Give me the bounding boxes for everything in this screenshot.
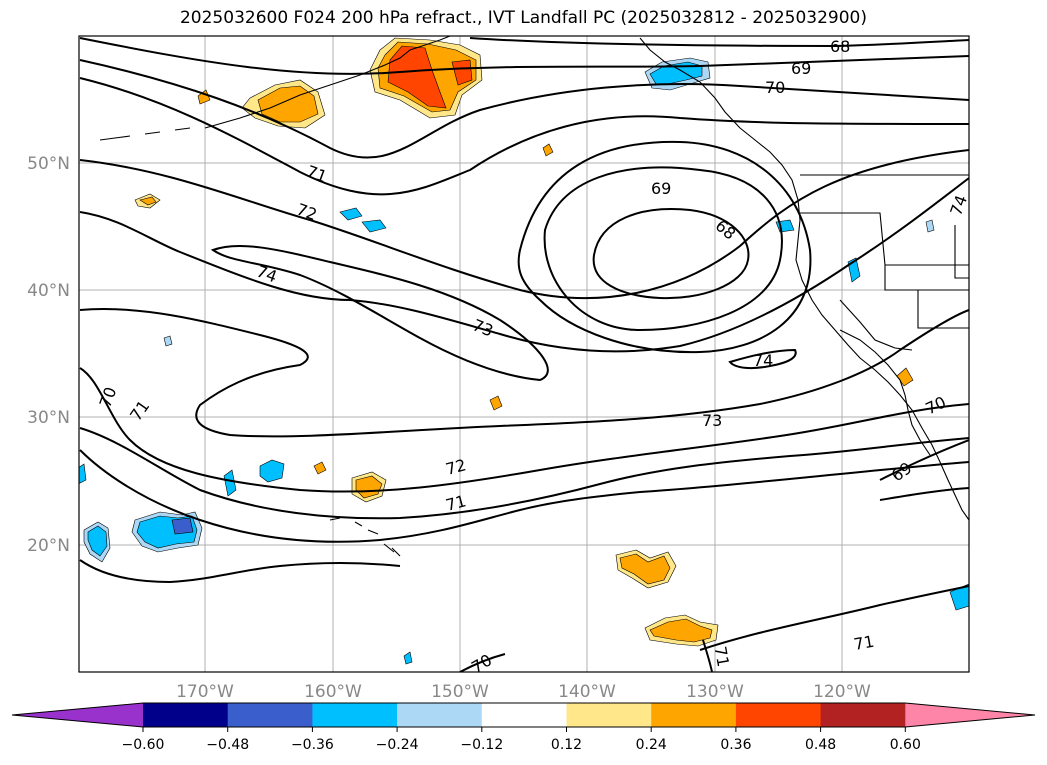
colorbar-segment (820, 703, 906, 727)
contour-69-top (79, 37, 969, 75)
lon-ticks: 170°W 160°W 150°W 140°W 130°W 120°W (176, 682, 871, 702)
colorbar-segment (12, 703, 143, 727)
contour-label: 71 (444, 491, 469, 515)
refractivity-contours (79, 37, 969, 672)
state-borders (800, 174, 969, 329)
contour-label: 72 (444, 455, 469, 479)
contour-71-upper (79, 77, 969, 196)
colorbar: −0.60 −0.48 −0.36 −0.24 −0.12 0.12 0.24 0.36 0.4… (11, 702, 1036, 753)
contour-74 (210, 244, 549, 382)
colorbar-tick-label: −0.48 (206, 737, 249, 753)
contour-73 (79, 177, 969, 353)
lon-tick-label: 120°W (813, 682, 871, 702)
colorbar-tick-label: −0.24 (376, 737, 419, 753)
colorbar-segment (143, 703, 229, 727)
colorbar-tick-label: 0.60 (890, 737, 921, 753)
colorbar-segment (566, 703, 652, 727)
lon-tick-label: 130°W (686, 682, 744, 702)
shaded-field (79, 37, 969, 665)
contour-71-lower (79, 427, 969, 520)
contour-74-east (728, 348, 797, 370)
contour-label-group: 68 69 70 71 72 74 69 68 73 74 73 70 71 7… (96, 37, 971, 677)
contour-label: 73 (702, 411, 722, 430)
colorbar-tick-label: 0.12 (551, 737, 582, 753)
lat-tick-label: 20°N (27, 536, 70, 556)
plot-title: 2025032600 F024 200 hPa refract., IVT La… (179, 8, 867, 28)
lon-tick-label: 150°W (431, 682, 489, 702)
contour-71-se (699, 585, 969, 651)
contour-69-sw (79, 559, 401, 584)
map-panel (79, 36, 969, 672)
colorbar-tick-label: 0.24 (636, 737, 667, 753)
contour-label: 69 (791, 59, 811, 78)
colorbar-tick-label: 0.48 (805, 737, 836, 753)
contour-label: 70 (468, 650, 495, 677)
contour-label: 71 (852, 632, 875, 654)
lat-tick-label: 30°N (27, 408, 70, 428)
colorbar-segment (227, 703, 313, 727)
contour-label: 74 (753, 351, 773, 370)
colorbar-tick-label: 0.36 (720, 737, 751, 753)
contour-69-se (879, 439, 969, 481)
hawaii-islands (329, 517, 401, 557)
colorbar-segment (905, 703, 1035, 727)
lat-tick-label: 50°N (27, 154, 70, 174)
contour-inner-69 (543, 166, 783, 332)
contour-70-top (79, 59, 969, 159)
contour-70-bottom (459, 653, 506, 672)
map-border (78, 35, 970, 673)
contour-68-top (469, 37, 969, 48)
colorbar-segment (397, 703, 483, 727)
contour-southwest-73 (79, 308, 969, 438)
contour-label: 74 (946, 193, 971, 219)
colorbar-segment (651, 703, 737, 727)
lon-tick-label: 160°W (304, 682, 362, 702)
contour-label: 68 (830, 37, 850, 56)
colorbar-segment (312, 703, 398, 727)
contour-70-lower (79, 449, 969, 543)
colorbar-tick-label: −0.36 (291, 737, 334, 753)
contour-72-lower (79, 367, 969, 493)
contour-label: 70 (765, 78, 785, 97)
alaska-coast (204, 36, 451, 129)
contour-label: 69 (651, 179, 671, 198)
coastlines (99, 36, 969, 557)
lat-ticks: 50°N 40°N 30°N 20°N (27, 154, 70, 556)
gridlines (79, 36, 969, 672)
colorbar-segment (735, 703, 822, 727)
colorbar-tick-label: −0.12 (460, 737, 503, 753)
contour-72-upper (79, 149, 969, 300)
contour-70-inner (517, 140, 812, 354)
colorbar-tick-label: −0.60 (122, 737, 165, 753)
lon-tick-label: 170°W (176, 682, 234, 702)
lon-tick-label: 140°W (558, 682, 616, 702)
contour-inner-68 (592, 208, 750, 300)
lat-tick-label: 40°N (27, 281, 70, 301)
colorbar-segment (481, 703, 567, 727)
north-america-coast (639, 37, 969, 521)
contour-label: 71 (711, 645, 733, 668)
